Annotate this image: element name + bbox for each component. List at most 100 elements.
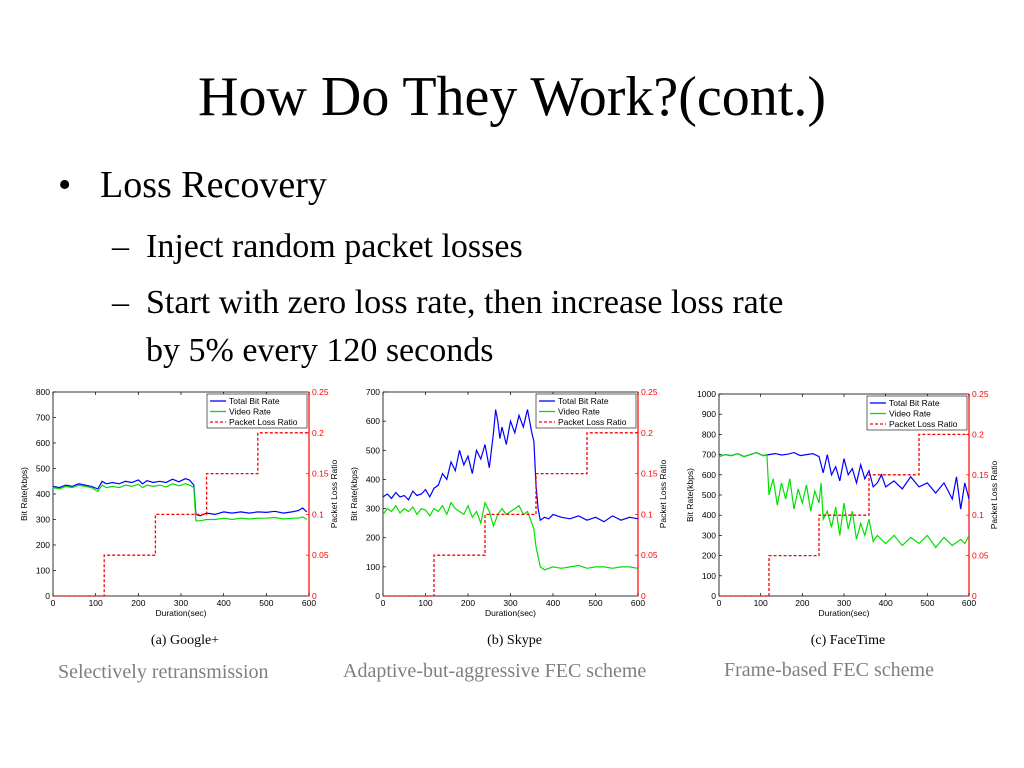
x-tick-label: 600 <box>962 598 976 608</box>
y-tick-label: 700 <box>366 387 380 397</box>
x-tick-label: 400 <box>546 598 560 608</box>
dash: – <box>112 284 129 321</box>
y-tick-label: 400 <box>702 510 716 520</box>
y2-tick-label: 0.15 <box>312 469 329 479</box>
legend-label: Total Bit Rate <box>558 396 609 406</box>
panel-label: (b) Skype <box>487 633 542 648</box>
y-tick-label: 800 <box>36 387 50 397</box>
y-tick-label: 200 <box>36 540 50 550</box>
series-total-bit-rate <box>52 478 308 517</box>
x-tick-label: 500 <box>588 598 602 608</box>
dash: – <box>112 228 129 265</box>
series-video-rate <box>52 483 308 522</box>
series-total-bit-rate <box>382 409 639 523</box>
sub-bullet-2: – Start with zero loss rate, then increa… <box>112 278 783 369</box>
x-tick-label: 200 <box>461 598 475 608</box>
y2-tick-label: 0.05 <box>312 550 329 560</box>
y-tick-label: 100 <box>366 562 380 572</box>
y-tick-label: 700 <box>702 450 716 460</box>
y2-tick-label: 0 <box>972 591 977 601</box>
y-tick-label: 300 <box>702 530 716 540</box>
legend-label: Packet Loss Ratio <box>558 417 627 427</box>
chart-skype: 0 100 200 300 400 500 600010020030040050060070… <box>349 387 668 648</box>
y-tick-label: 500 <box>702 490 716 500</box>
y-tick-label: 500 <box>366 445 380 455</box>
x-tick-label: 100 <box>418 598 432 608</box>
y2-tick-label: 0 <box>312 591 317 601</box>
y2-tick-label: 0.1 <box>312 509 324 519</box>
x-tick-label: 600 <box>302 598 316 608</box>
y-tick-label: 900 <box>702 409 716 419</box>
y-axis-label: Bit Rate(kbps) <box>685 468 695 522</box>
y-tick-label: 800 <box>702 429 716 439</box>
y2-tick-label: 0.2 <box>312 428 324 438</box>
x-tick-label: 400 <box>879 598 893 608</box>
chart-google: 0 100 200 300 400 500 600010020030040050060070… <box>19 387 339 648</box>
y-tick-label: 1000 <box>697 389 716 399</box>
legend-label: Packet Loss Ratio <box>229 417 298 427</box>
y2-tick-label: 0.1 <box>972 510 984 520</box>
y-tick-label: 0 <box>375 591 380 601</box>
x-tick-label: 300 <box>503 598 517 608</box>
y-tick-label: 400 <box>366 474 380 484</box>
y-tick-label: 200 <box>702 551 716 561</box>
series-video-rate <box>382 500 639 571</box>
x-axis-label: Duration(sec) <box>818 608 869 618</box>
y2-tick-label: 0 <box>641 591 646 601</box>
x-tick-label: 300 <box>837 598 851 608</box>
legend-label: Video Rate <box>889 409 931 419</box>
sub-bullet-2-line1: Start with zero loss rate, then increase… <box>146 284 784 321</box>
x-tick-label: 0 <box>717 598 722 608</box>
y2-tick-label: 0.25 <box>641 387 658 397</box>
y2-tick-label: 0.05 <box>641 550 658 560</box>
y2-tick-label: 0.2 <box>641 428 653 438</box>
x-axis-label: Duration(sec) <box>155 608 206 618</box>
series-packet-loss-ratio <box>383 432 638 597</box>
y-tick-label: 100 <box>702 571 716 581</box>
caption-google: Selectively retransmission <box>58 661 269 683</box>
y-tick-label: 600 <box>366 416 380 426</box>
y2-tick-label: 0.15 <box>641 469 658 479</box>
series-packet-loss-ratio <box>53 432 309 597</box>
x-tick-label: 600 <box>631 598 645 608</box>
series-video-rate <box>718 451 970 549</box>
y-tick-label: 600 <box>36 438 50 448</box>
y2-tick-label: 0.25 <box>972 389 989 399</box>
caption-facetime: Frame-based FEC scheme <box>724 659 934 681</box>
x-tick-label: 200 <box>131 598 145 608</box>
y-tick-label: 600 <box>702 470 716 480</box>
panel-label: (a) Google+ <box>151 633 219 648</box>
y-tick-label: 700 <box>36 413 50 423</box>
bullet-dot: • <box>58 164 72 206</box>
y-tick-label: 400 <box>36 489 50 499</box>
bullet-text: Loss Recovery <box>100 164 327 206</box>
y2-tick-label: 0.05 <box>972 551 989 561</box>
x-axis-label: Duration(sec) <box>485 608 536 618</box>
y2-axis-label: Packet Loss Ratio <box>329 459 339 528</box>
x-tick-label: 500 <box>920 598 934 608</box>
y-tick-label: 300 <box>36 515 50 525</box>
y2-tick-label: 0.25 <box>312 387 329 397</box>
series-packet-loss-ratio <box>719 433 969 597</box>
y2-tick-label: 0.2 <box>972 429 984 439</box>
chart-facetime: 0 100 200 300 400 500 600010020030040050060070… <box>685 389 999 648</box>
x-tick-label: 300 <box>174 598 188 608</box>
x-tick-label: 0 <box>51 598 56 608</box>
x-tick-label: 100 <box>89 598 103 608</box>
y-tick-label: 300 <box>366 504 380 514</box>
y2-axis-label: Packet Loss Ratio <box>989 460 999 529</box>
legend-label: Packet Loss Ratio <box>889 419 958 429</box>
y-axis-label: Bit Rate(kbps) <box>349 467 359 521</box>
y-tick-label: 0 <box>45 591 50 601</box>
legend-label: Total Bit Rate <box>889 398 940 408</box>
x-tick-label: 200 <box>795 598 809 608</box>
legend-label: Total Bit Rate <box>229 396 280 406</box>
y-tick-label: 200 <box>366 533 380 543</box>
x-tick-label: 400 <box>217 598 231 608</box>
sub-bullet-2-line2: by 5% every 120 seconds <box>146 332 494 369</box>
y-tick-label: 100 <box>36 566 50 576</box>
slide-title: How Do They Work?(cont.) <box>198 66 826 128</box>
y2-axis-label: Packet Loss Ratio <box>658 459 668 528</box>
